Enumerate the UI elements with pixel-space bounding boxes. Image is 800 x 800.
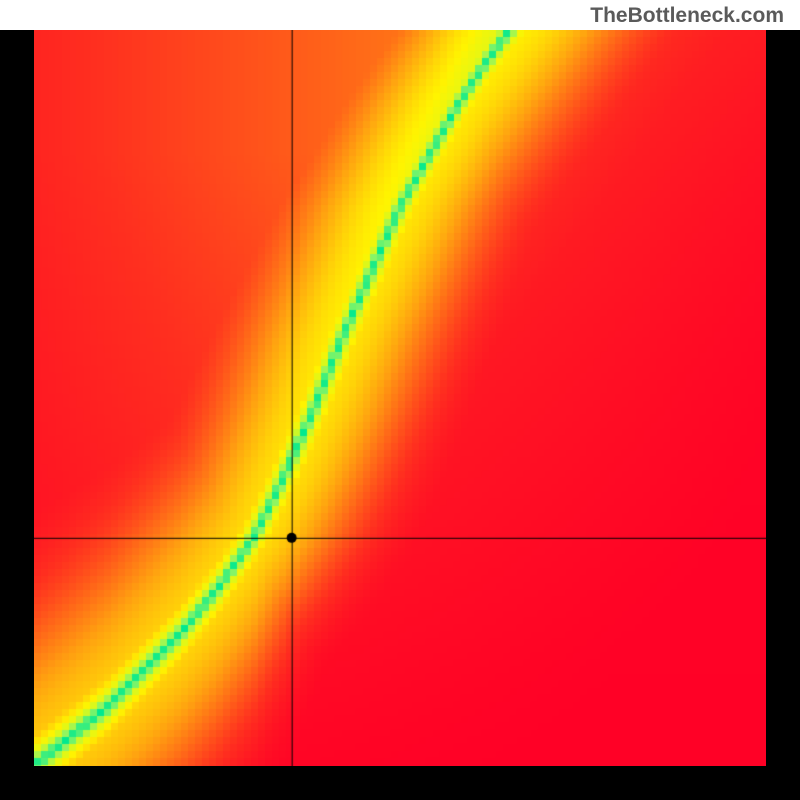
bottleneck-heatmap bbox=[34, 30, 766, 766]
watermark: TheBottleneck.com bbox=[590, 4, 784, 28]
